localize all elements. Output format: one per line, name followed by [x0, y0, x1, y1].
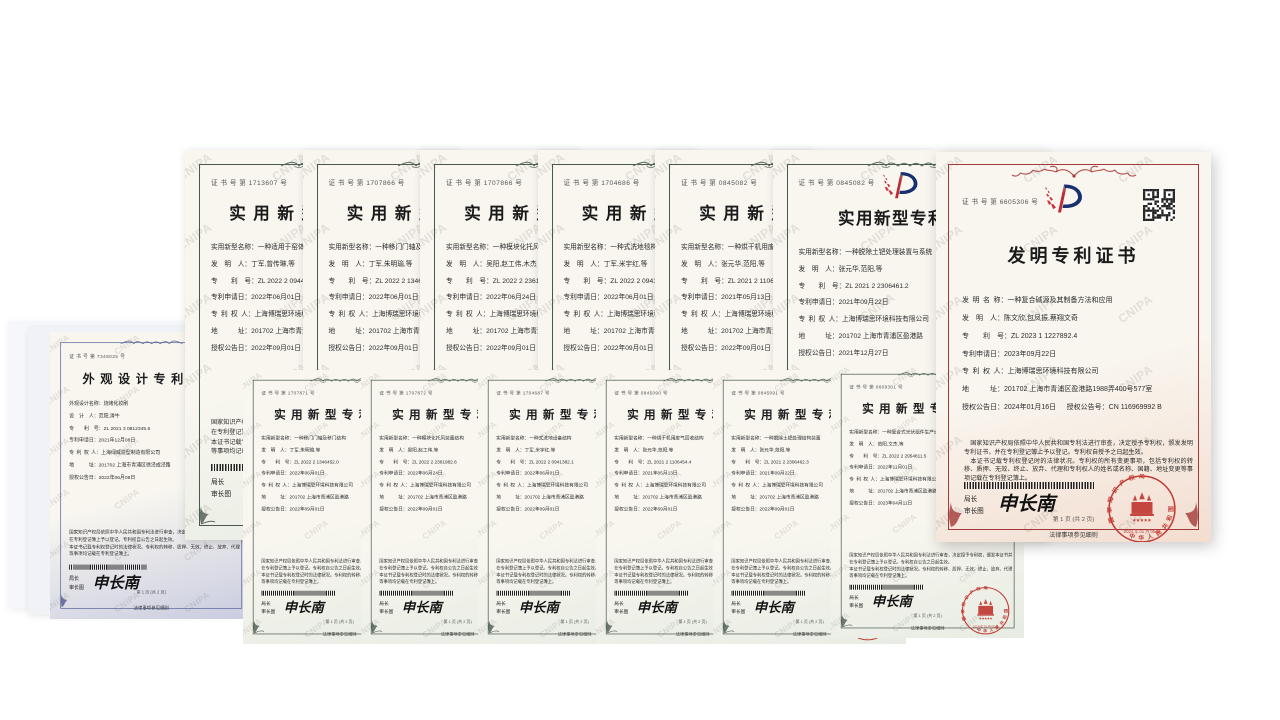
- svg-text:国: 国: [1167, 506, 1175, 512]
- svg-text:局: 局: [1139, 474, 1145, 480]
- svg-text:权: 权: [1127, 474, 1136, 483]
- svg-text:家: 家: [1107, 507, 1113, 513]
- svg-text:知: 知: [1107, 495, 1115, 504]
- svg-text:权: 权: [974, 586, 982, 592]
